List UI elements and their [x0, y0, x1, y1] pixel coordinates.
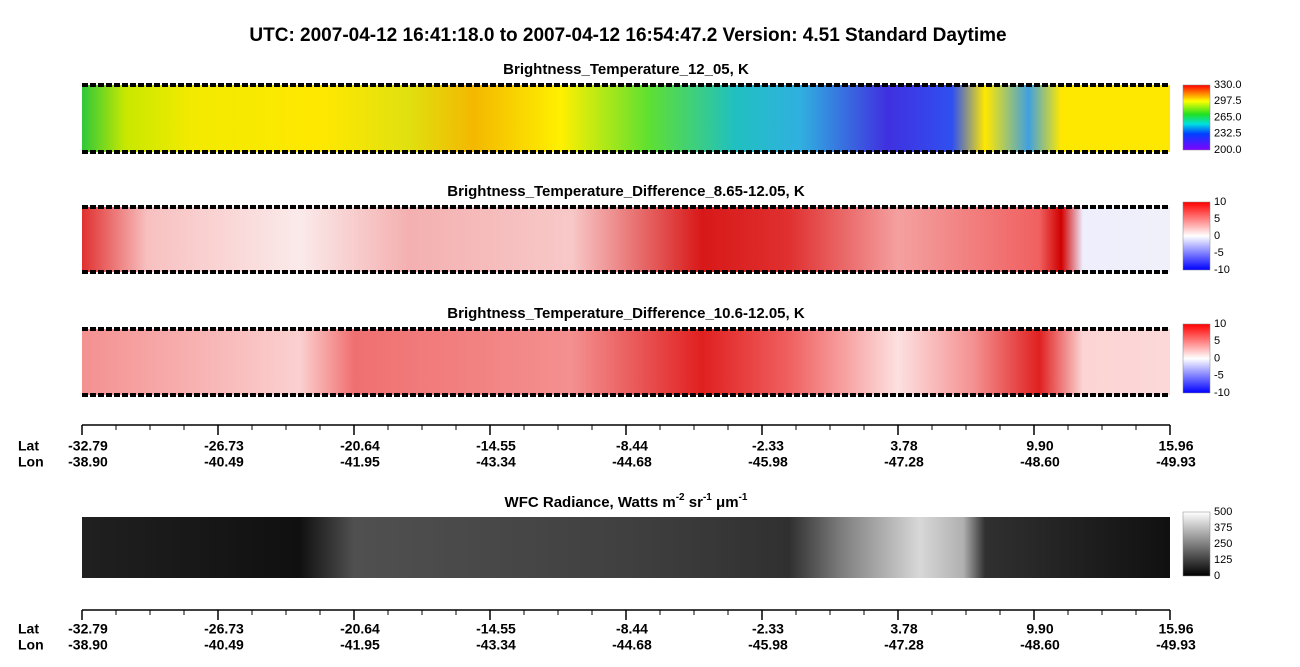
colorbar-label: 250 [1214, 538, 1232, 550]
panel-title: Brightness_Temperature_Difference_10.6-1… [447, 305, 805, 322]
title-part: -1 [703, 492, 712, 503]
title-part: μm [712, 494, 739, 511]
lon-value: -49.93 [1156, 637, 1196, 653]
panel-title: Brightness_Temperature_12_05, K [503, 61, 749, 78]
colorbar [1182, 84, 1211, 151]
lat-value: 3.78 [890, 438, 917, 454]
lon-value: -43.34 [476, 454, 516, 470]
lat-value: -32.79 [68, 621, 108, 637]
colorbar [1182, 511, 1211, 577]
lat-value: -14.55 [476, 438, 516, 454]
lon-value: -49.93 [1156, 454, 1196, 470]
page-title: UTC: 2007-04-12 16:41:18.0 to 2007-04-12… [249, 25, 1006, 46]
lon-label: Lon [18, 637, 44, 653]
colorbar-label: 297.5 [1214, 95, 1242, 107]
lat-value: -8.44 [616, 438, 648, 454]
title-part: WFC Radiance, Watts m [505, 494, 676, 511]
colorbar-label: 5 [1214, 335, 1220, 347]
colorbar-label: 200.0 [1214, 144, 1242, 156]
lon-value: -45.98 [748, 637, 788, 653]
lon-value: -44.68 [612, 637, 652, 653]
lat-label: Lat [18, 438, 39, 454]
lon-value: -40.49 [204, 454, 244, 470]
lon-value: -40.49 [204, 637, 244, 653]
colorbar-label: -5 [1214, 247, 1224, 259]
colorbar-label: 0 [1214, 352, 1220, 364]
lat-value: -20.64 [340, 621, 380, 637]
colorbar-label: 10 [1214, 318, 1226, 330]
colorbar-label: 375 [1214, 522, 1232, 534]
lat-value: 15.96 [1158, 438, 1193, 454]
lat-value: -32.79 [68, 438, 108, 454]
lon-value: -38.90 [68, 454, 108, 470]
panel-title: Brightness_Temperature_Difference_8.65-1… [447, 183, 805, 200]
lon-value: -47.28 [884, 454, 924, 470]
colorbar-label: 232.5 [1214, 128, 1242, 140]
lon-label: Lon [18, 454, 44, 470]
title-part: -1 [739, 492, 748, 503]
lat-value: 9.90 [1026, 438, 1053, 454]
lon-value: -48.60 [1020, 454, 1060, 470]
colorbar [1182, 323, 1211, 394]
lon-value: -43.34 [476, 637, 516, 653]
lon-value: -48.60 [1020, 637, 1060, 653]
colorbar-label: 5 [1214, 213, 1220, 225]
lat-value: -26.73 [204, 621, 244, 637]
data-strip [82, 85, 1170, 152]
colorbar-label: 125 [1214, 554, 1232, 566]
lat-value: -2.33 [752, 621, 784, 637]
lat-value: 15.96 [1158, 621, 1193, 637]
panel-title: WFC Radiance, Watts m-2 sr-1 μm-1 [505, 492, 748, 511]
data-strip [82, 517, 1170, 578]
lon-value: -38.90 [68, 637, 108, 653]
lat-label: Lat [18, 621, 39, 637]
title-part: -2 [676, 492, 685, 503]
colorbar-label: 0 [1214, 570, 1220, 582]
colorbar-label: -10 [1214, 264, 1230, 276]
colorbar-label: 330.0 [1214, 79, 1242, 91]
lat-value: -2.33 [752, 438, 784, 454]
lon-value: -41.95 [340, 637, 380, 653]
lat-value: 3.78 [890, 621, 917, 637]
lat-value: 9.90 [1026, 621, 1053, 637]
lon-value: -44.68 [612, 454, 652, 470]
colorbar [1182, 201, 1211, 271]
colorbar-label: 265.0 [1214, 111, 1242, 123]
data-strip [82, 329, 1170, 395]
lon-value: -47.28 [884, 637, 924, 653]
colorbar-label: 10 [1214, 196, 1226, 208]
title-part: sr [685, 494, 704, 511]
lat-value: -20.64 [340, 438, 380, 454]
lon-value: -45.98 [748, 454, 788, 470]
colorbar-label: 0 [1214, 230, 1220, 242]
colorbar-label: -10 [1214, 387, 1230, 399]
data-strip [82, 207, 1170, 272]
lat-value: -26.73 [204, 438, 244, 454]
lat-value: -14.55 [476, 621, 516, 637]
lon-value: -41.95 [340, 454, 380, 470]
lat-value: -8.44 [616, 621, 648, 637]
colorbar-label: -5 [1214, 370, 1224, 382]
colorbar-label: 500 [1214, 506, 1232, 518]
